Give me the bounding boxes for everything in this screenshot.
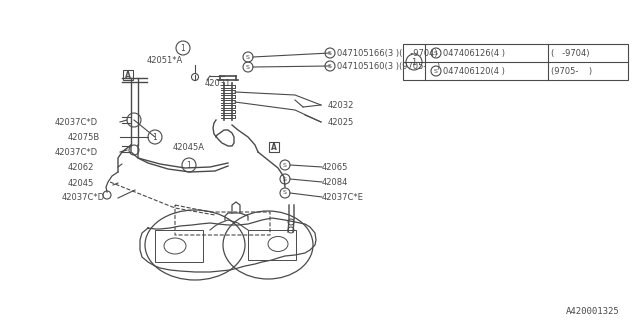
Text: 42075B: 42075B [68, 132, 100, 141]
Text: S: S [246, 65, 250, 69]
Text: 42045A: 42045A [173, 142, 205, 151]
Text: 42037C*D: 42037C*D [55, 148, 98, 156]
Text: 42031: 42031 [205, 78, 232, 87]
Text: 42037C*D: 42037C*D [62, 194, 105, 203]
Bar [403, 44, 628, 80]
Bar [155, 230, 203, 262]
Text: 047105166(3 )(   -9704): 047105166(3 )( -9704) [337, 49, 438, 58]
Text: A420001325: A420001325 [566, 308, 620, 316]
Text: S: S [246, 54, 250, 60]
Text: 42025: 42025 [328, 117, 355, 126]
Text: S: S [328, 51, 332, 55]
Text: 42037C*E: 42037C*E [322, 193, 364, 202]
Text: S: S [283, 190, 287, 196]
Text: (9705-    ): (9705- ) [551, 67, 592, 76]
Bar [123, 70, 133, 80]
Bar [269, 142, 279, 152]
Text: 42065: 42065 [322, 163, 348, 172]
Text: 1: 1 [187, 161, 191, 170]
Text: A: A [271, 142, 277, 151]
Text: 42045: 42045 [68, 179, 94, 188]
Text: 047406126(4 ): 047406126(4 ) [443, 49, 505, 58]
Text: 047105160(3 )(9705-    ): 047105160(3 )(9705- ) [337, 61, 440, 70]
Text: S: S [283, 177, 287, 181]
Text: 047406120(4 ): 047406120(4 ) [443, 67, 505, 76]
Bar [248, 230, 296, 260]
Text: (   -9704): ( -9704) [551, 49, 589, 58]
Text: S: S [328, 63, 332, 68]
Text: 42032: 42032 [328, 100, 355, 109]
Text: 1: 1 [180, 44, 186, 52]
Text: S: S [283, 163, 287, 167]
Text: S: S [434, 68, 438, 74]
Circle shape [191, 74, 198, 81]
Text: S: S [434, 51, 438, 55]
Text: 42051*A: 42051*A [147, 55, 183, 65]
Text: A: A [125, 70, 131, 79]
Text: 42037C*D: 42037C*D [55, 117, 98, 126]
Text: 1: 1 [412, 58, 417, 67]
Text: 42062: 42062 [68, 163, 94, 172]
Text: 42084: 42084 [322, 178, 348, 187]
Text: 1: 1 [152, 132, 157, 141]
